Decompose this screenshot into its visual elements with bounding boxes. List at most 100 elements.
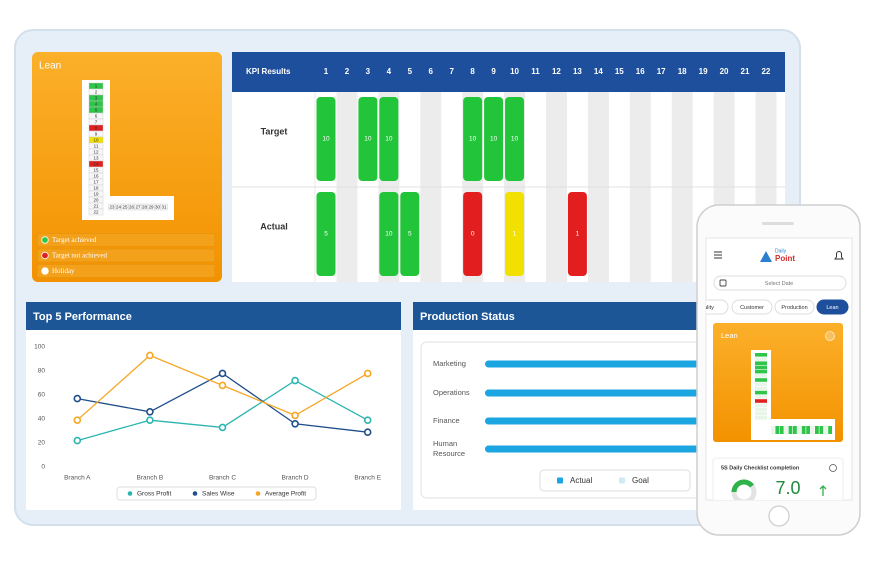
series-marker	[73, 394, 82, 403]
x-tick-label: Branch E	[354, 475, 381, 482]
close-button[interactable]	[825, 331, 835, 341]
series-marker	[218, 381, 227, 390]
lean-day-number: 9	[95, 131, 98, 136]
kpi-header	[232, 52, 785, 92]
series-marker	[146, 351, 154, 360]
phone-speaker	[762, 222, 794, 225]
lean-day-number: 19	[93, 191, 99, 196]
lean-day-number: 22	[93, 209, 99, 214]
tab[interactable]	[690, 299, 729, 315]
lean-day-number: 5	[95, 107, 98, 112]
lean-day-number: 15	[93, 167, 99, 172]
donut-progress	[731, 479, 754, 493]
lean-card	[32, 52, 222, 282]
lean-mini-card	[713, 323, 843, 442]
kpi-cell-value: 10	[469, 136, 477, 143]
tab-label: ality	[704, 305, 714, 311]
legend-label: Goal	[632, 476, 649, 485]
mini-l-cell	[819, 426, 824, 434]
notification-icon	[834, 251, 844, 260]
kpi-cell-value: 10	[490, 136, 498, 143]
mini-l-cell	[815, 426, 819, 434]
trend-arrow	[819, 485, 827, 496]
lean-day-number: 2	[95, 89, 98, 94]
mini-l-cell	[755, 390, 767, 395]
date-picker[interactable]	[713, 275, 847, 291]
legend-box	[116, 486, 317, 501]
legend-swatch	[127, 491, 133, 496]
mini-l-cell	[779, 426, 784, 434]
lean-day-number: 21	[93, 203, 99, 208]
checklist-value: 7.0	[775, 478, 800, 498]
mini-l-cell	[755, 353, 767, 357]
kpi-cell-value: 10	[511, 136, 519, 143]
series-marker	[363, 369, 372, 378]
mini-l-cell	[755, 361, 767, 365]
lean-day-number: 17	[93, 179, 99, 184]
kpi-day: 16	[636, 67, 645, 76]
panel	[26, 302, 401, 510]
lean-day-number: 26	[129, 204, 135, 209]
lean-day-cell	[88, 208, 104, 216]
mini-l-cell	[755, 411, 767, 416]
kpi-day: 17	[657, 67, 666, 76]
kpi-cell-bar	[505, 192, 525, 276]
logo: Point	[775, 254, 795, 263]
lean-day-number: 11	[94, 143, 99, 148]
mini-l-cell	[828, 426, 832, 434]
lean-title: Lean	[39, 61, 61, 72]
mini-l-cell	[755, 374, 767, 378]
kpi-day: 22	[761, 67, 770, 76]
lean-day-number: 30	[155, 204, 161, 209]
mini-l-cell	[755, 395, 767, 399]
tab[interactable]	[774, 299, 815, 315]
mini-l-cell	[793, 426, 797, 434]
panel-title: Top 5 Performance	[33, 311, 132, 323]
mini-l-cell	[810, 426, 815, 434]
kpi-day: 6	[429, 67, 434, 76]
lean-legend-dot	[41, 251, 49, 260]
tab-label: Customer	[740, 305, 764, 311]
y-tick-label: 40	[38, 416, 46, 423]
tab[interactable]	[731, 299, 773, 315]
lean-day-number: 7	[95, 119, 98, 124]
kpi-day: 5	[408, 67, 413, 76]
kpi-day: 12	[552, 67, 561, 76]
kpi-cell-bar	[505, 97, 525, 181]
kpi-cell-value: 10	[385, 231, 393, 238]
series-marker	[146, 416, 154, 425]
mini-l-cell	[797, 426, 802, 434]
lean-day-number: 6	[95, 113, 98, 118]
kpi-cell-value: 5	[324, 231, 328, 238]
lean-day-number: 16	[93, 173, 99, 178]
lean-day-number: 18	[93, 185, 99, 190]
panel-title: Production Status	[420, 311, 515, 323]
kpi-cell-bar	[567, 192, 587, 276]
checklist-card	[712, 457, 844, 500]
kpi-cell-value: 1	[513, 231, 517, 238]
legend-label: Gross Profit	[137, 491, 172, 498]
lean-mini-title: Lean	[721, 331, 738, 340]
series-marker	[73, 416, 82, 425]
kpi-day: 11	[531, 67, 540, 76]
lean-day-number: 14	[93, 161, 99, 166]
tab[interactable]	[816, 299, 849, 315]
y-tick-label: Marketing	[433, 359, 466, 368]
kpi-cell-bar	[463, 192, 483, 276]
kpi-cell-bar	[379, 192, 399, 276]
lean-day-number: 3	[95, 95, 98, 100]
kpi-cell-bar	[484, 97, 504, 181]
y-tick-label: Human Resource	[433, 439, 465, 458]
lean-day-number: 28	[142, 204, 148, 209]
series-marker	[291, 419, 299, 428]
kpi-day: 8	[470, 67, 475, 76]
lean-legend-label: Target achieved	[52, 236, 97, 244]
legend-box	[539, 469, 691, 492]
mini-l-cell	[775, 426, 780, 434]
lean-day-number: 8	[95, 125, 98, 130]
kpi-day: 20	[720, 67, 729, 76]
legend-swatch	[192, 491, 198, 496]
lean-day-number: 4	[95, 101, 98, 106]
mini-l-cell	[755, 378, 767, 382]
lean-day-number: 13	[93, 155, 99, 160]
